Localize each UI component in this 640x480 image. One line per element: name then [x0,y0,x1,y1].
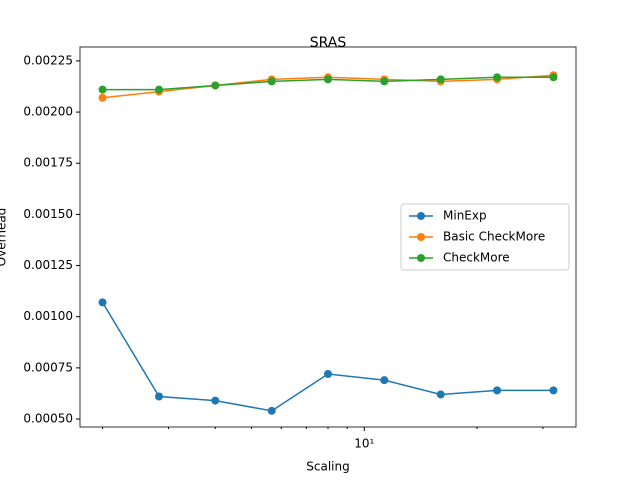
y-tick-label: 0.00100 [23,309,73,323]
legend-marker [417,233,425,241]
y-tick-label: 0.00225 [23,53,73,67]
y-tick-label: 0.00150 [23,207,73,221]
x-axis-label: Scaling [306,460,349,474]
y-tick-label: 0.00175 [23,156,73,170]
data-point [211,396,220,405]
data-point [324,75,333,84]
data-point [155,85,164,94]
data-point [493,386,502,395]
data-point [380,376,389,385]
data-point [267,406,276,415]
data-point [436,75,445,84]
legend-box [400,203,570,271]
legend-label: Basic CheckMore [443,230,545,244]
y-axis-label: Overhead [0,208,9,267]
data-point [549,73,558,82]
data-point [98,85,107,94]
legend-label: CheckMore [443,251,510,265]
y-tick-label: 0.00050 [23,412,73,426]
y-tick-label: 0.00200 [23,105,73,119]
y-tick-label: 0.00125 [23,258,73,272]
x-tick-label: 10¹ [354,437,374,451]
legend-marker [417,212,425,220]
legend-marker [417,254,425,262]
data-point [324,370,333,379]
data-point [549,386,558,395]
data-point [436,390,445,399]
data-point [211,81,220,90]
chart-title: SRAS [310,35,347,51]
legend-label: MinExp [443,209,487,223]
data-point [493,73,502,82]
data-point [98,93,107,102]
y-tick-label: 0.00075 [23,360,73,374]
data-point [267,77,276,86]
data-point [98,298,107,307]
data-point [155,392,164,401]
data-point [380,77,389,86]
